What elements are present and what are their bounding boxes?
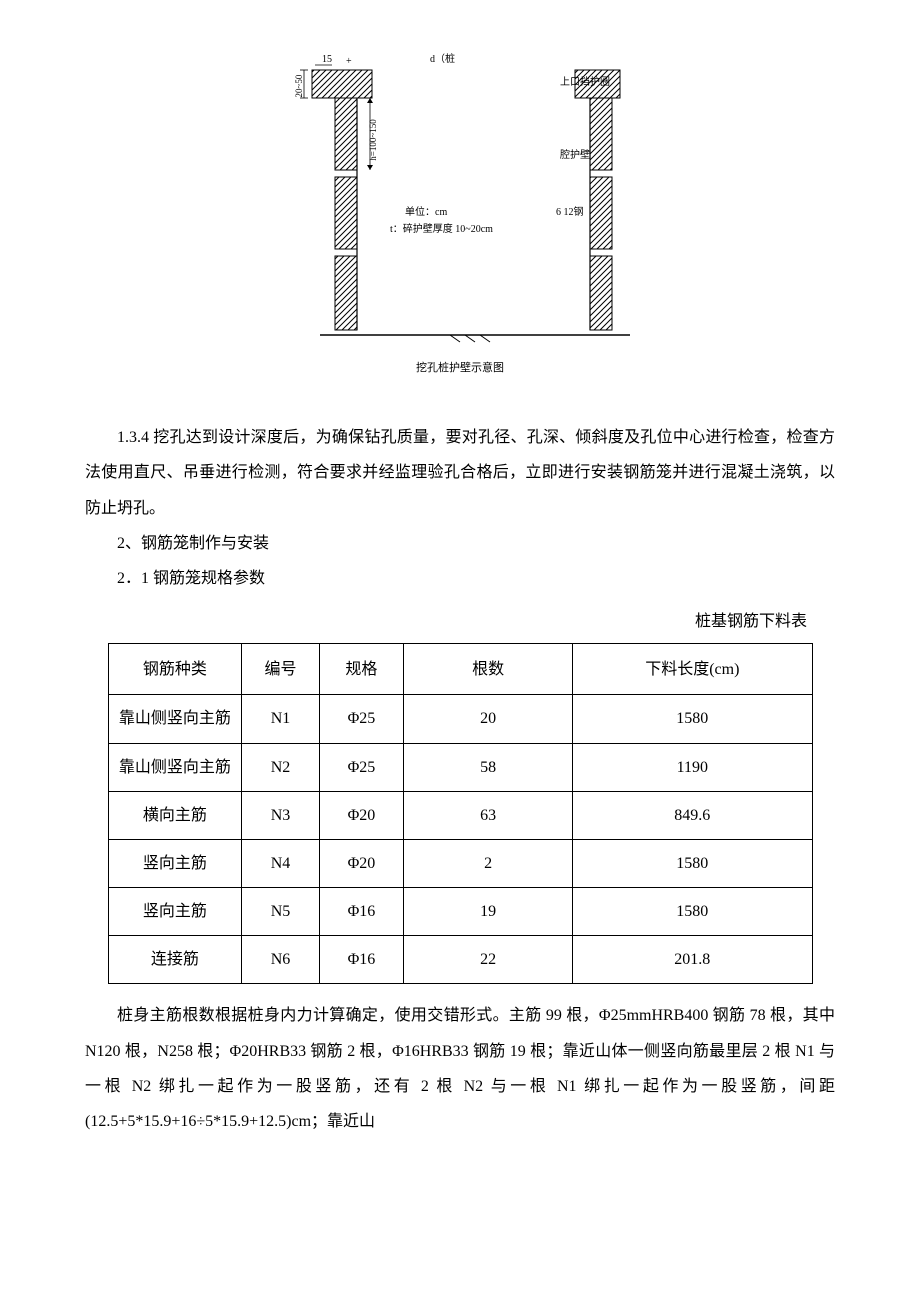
- cell-type: 靠山侧竖向主筋: [108, 695, 242, 743]
- dim-15: 15: [322, 54, 332, 65]
- th-code: 编号: [242, 644, 319, 695]
- label-d-pile: d（桩: [430, 52, 455, 65]
- cell-spec: Φ16: [319, 888, 403, 936]
- heading-2: 2、钢筋笼制作与安装: [85, 526, 835, 561]
- cell-code: N2: [242, 743, 319, 791]
- cell-count: 63: [404, 791, 573, 839]
- cell-count: 20: [404, 695, 573, 743]
- note-thickness: t：碎护壁厚度 10~20cm: [390, 222, 493, 235]
- th-spec: 规格: [319, 644, 403, 695]
- cell-spec: Φ20: [319, 791, 403, 839]
- table-row: 靠山侧竖向主筋 N1 Φ25 20 1580: [108, 695, 812, 743]
- note-unit: 单位：cm: [405, 205, 447, 218]
- heading-2-1: 2．1 钢筋笼规格参数: [85, 561, 835, 596]
- th-type: 钢筋种类: [108, 644, 242, 695]
- table-row: 靠山侧竖向主筋 N2 Φ25 58 1190: [108, 743, 812, 791]
- cell-code: N3: [242, 791, 319, 839]
- table-row: 竖向主筋 N4 Φ20 2 1580: [108, 839, 812, 887]
- th-len: 下料长度(cm): [573, 644, 812, 695]
- dim-20-50: 20~50: [294, 74, 304, 97]
- label-wall: 腔护壁: [560, 148, 590, 161]
- cell-type: 连接筋: [108, 936, 242, 984]
- cell-count: 2: [404, 839, 573, 887]
- cell-count: 19: [404, 888, 573, 936]
- table-row: 连接筋 N6 Φ16 22 201.8: [108, 936, 812, 984]
- cell-code: N1: [242, 695, 319, 743]
- cell-len: 201.8: [573, 936, 812, 984]
- paragraph-after-table: 桩身主筋根数根据桩身内力计算确定，使用交错形式。主筋 99 根，Φ25mmHRB…: [85, 998, 835, 1139]
- cell-spec: Φ25: [319, 695, 403, 743]
- cell-spec: Φ20: [319, 839, 403, 887]
- table-title: 桩基钢筋下料表: [85, 604, 835, 639]
- cell-type: 横向主筋: [108, 791, 242, 839]
- cell-len: 1580: [573, 839, 812, 887]
- cell-count: 58: [404, 743, 573, 791]
- cell-code: N4: [242, 839, 319, 887]
- table-row: 横向主筋 N3 Φ20 63 849.6: [108, 791, 812, 839]
- rebar-table: 钢筋种类 编号 规格 根数 下料长度(cm) 靠山侧竖向主筋 N1 Φ25 20…: [108, 643, 813, 984]
- table-header-row: 钢筋种类 编号 规格 根数 下料长度(cm): [108, 644, 812, 695]
- cell-count: 22: [404, 936, 573, 984]
- label-top-ring: 上口挡护圈: [560, 75, 610, 88]
- cell-code: N5: [242, 888, 319, 936]
- diagram-container: 20~50 15 + d（桩 h=100~150 单位：cm t：碎护壁厚度 1…: [85, 40, 835, 380]
- cell-len: 1580: [573, 888, 812, 936]
- cell-type: 竖向主筋: [108, 888, 242, 936]
- cell-len: 849.6: [573, 791, 812, 839]
- dim-h: h=100~150: [368, 119, 378, 161]
- cell-type: 竖向主筋: [108, 839, 242, 887]
- cell-code: N6: [242, 936, 319, 984]
- paragraph-1-3-4: 1.3.4 挖孔达到设计深度后，为确保钻孔质量，要对孔径、孔深、倾斜度及孔位中心…: [85, 420, 835, 526]
- cell-spec: Φ25: [319, 743, 403, 791]
- cell-type: 靠山侧竖向主筋: [108, 743, 242, 791]
- cell-len: 1190: [573, 743, 812, 791]
- table-row: 竖向主筋 N5 Φ16 19 1580: [108, 888, 812, 936]
- cell-spec: Φ16: [319, 936, 403, 984]
- pile-wall-diagram: 20~50 15 + d（桩 h=100~150 单位：cm t：碎护壁厚度 1…: [260, 40, 660, 350]
- th-count: 根数: [404, 644, 573, 695]
- plus-mark: +: [346, 56, 352, 67]
- diagram-caption: 挖孔桩护壁示意图: [416, 356, 504, 380]
- label-rebar: 6 12钢: [556, 205, 584, 218]
- cell-len: 1580: [573, 695, 812, 743]
